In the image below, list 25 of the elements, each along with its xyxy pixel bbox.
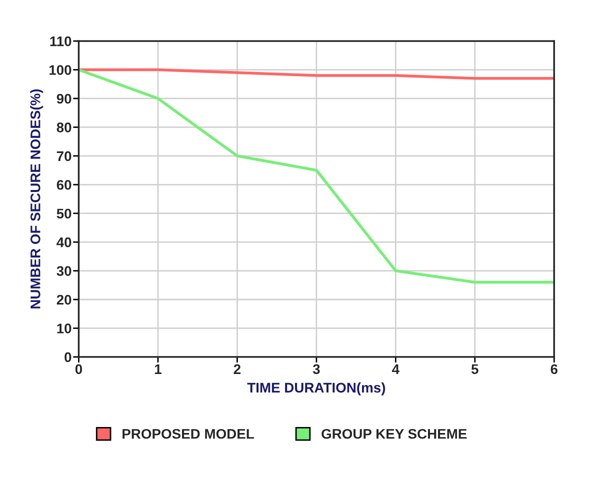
x-tick-label: 1 — [154, 364, 162, 374]
x-tick-label: 6 — [550, 364, 558, 374]
y-tick-label: 70 — [56, 151, 72, 162]
y-tick-label: 100 — [49, 65, 72, 75]
legend-label: GROUP KEY SCHEME — [322, 428, 467, 439]
y-tick-label: 40 — [56, 237, 72, 248]
x-tick-label: 4 — [392, 364, 400, 374]
y-tick-label: 10 — [57, 324, 72, 334]
y-tick-label: 110 — [50, 36, 72, 46]
x-axis-title: TIME DURATION(ms) — [247, 382, 386, 396]
y-tick-label: 90 — [56, 94, 72, 104]
y-tick-label: 0 — [64, 352, 72, 362]
y-tick-label: 50 — [56, 208, 72, 219]
y-tick-label: 20 — [56, 294, 72, 305]
x-tick-label: 5 — [471, 364, 478, 374]
legend-label: PROPOSED MODEL — [122, 428, 254, 439]
line-series — [78, 68, 554, 284]
y-axis-title: NUMBER OF SECURE NODES(%) — [30, 89, 44, 308]
line-series — [78, 68, 554, 80]
y-tick-label: 30 — [56, 266, 72, 276]
x-tick-label: 0 — [75, 364, 82, 374]
x-tick-label: 3 — [312, 364, 320, 374]
x-tick-label: 2 — [234, 364, 240, 374]
y-tick-label: 80 — [56, 122, 72, 132]
y-tick-label: 60 — [56, 180, 72, 190]
